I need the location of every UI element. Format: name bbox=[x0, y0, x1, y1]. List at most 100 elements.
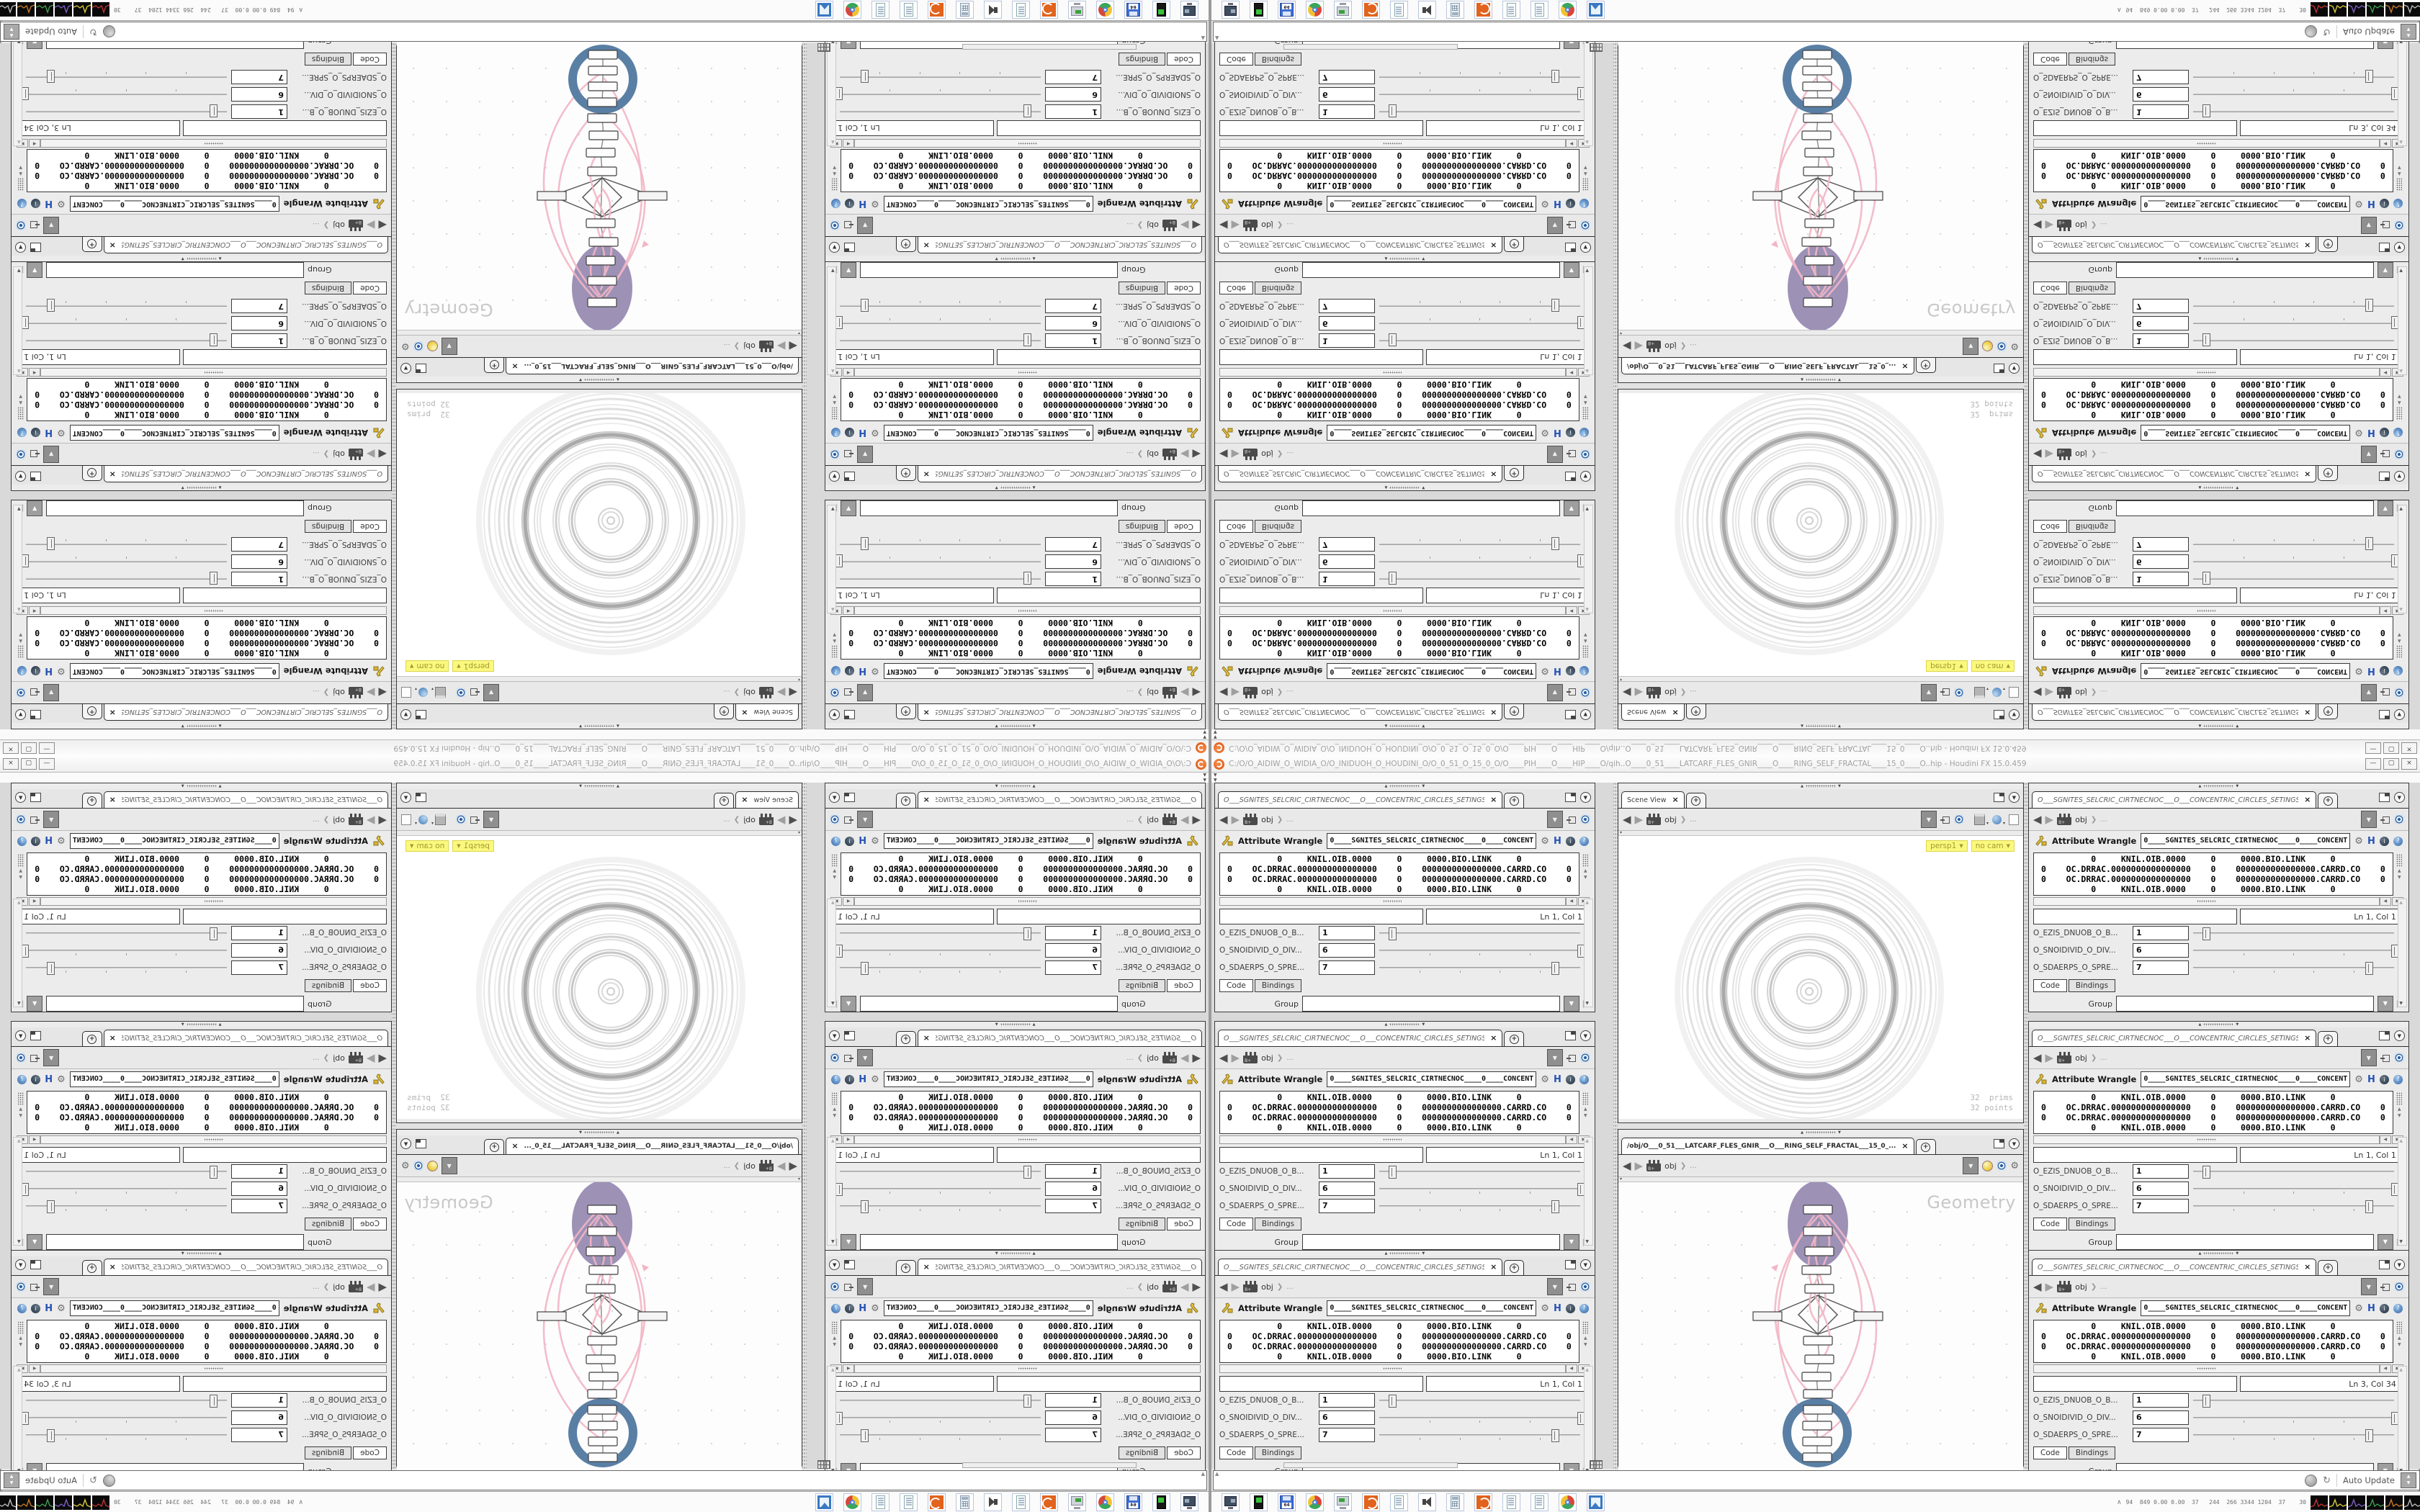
vertical-splitter[interactable] bbox=[392, 783, 396, 1469]
pane-menu-icon[interactable]: ▼ bbox=[2009, 1138, 2020, 1149]
calculator-taskbar-icon[interactable] bbox=[956, 1, 974, 19]
pane-menu-icon[interactable]: ▼ bbox=[2009, 792, 2020, 803]
pane-scrollbar[interactable] bbox=[2397, 266, 2407, 375]
auto-update-dropdown[interactable]: ▲ ▼ bbox=[2401, 1472, 2416, 1488]
param-value-field[interactable]: 6 bbox=[1045, 1410, 1101, 1425]
code-h-scrollbar[interactable]: ◀▶ bbox=[17, 897, 387, 906]
network-canvas[interactable]: Geometry bbox=[1618, 1182, 2023, 1472]
param-value-field[interactable]: 6 bbox=[2133, 554, 2189, 569]
tab-close-icon[interactable]: × bbox=[511, 1141, 519, 1151]
param-value-field[interactable]: 7 bbox=[1045, 1428, 1101, 1442]
tab-close-icon[interactable]: × bbox=[923, 708, 930, 717]
tab-code[interactable]: Code bbox=[2033, 1218, 2067, 1230]
new-tab-button[interactable]: + bbox=[1504, 1260, 1525, 1275]
maximize-pane-icon[interactable] bbox=[2378, 793, 2390, 802]
help-icon[interactable]: ? bbox=[831, 666, 841, 676]
scroll-left-icon[interactable]: ◀ bbox=[843, 897, 855, 906]
param-slider[interactable] bbox=[1379, 1411, 1585, 1425]
pane-scrollbar[interactable] bbox=[827, 266, 837, 375]
network-canvas[interactable]: Geometry bbox=[397, 1182, 802, 1472]
minimize-button[interactable]: — bbox=[2365, 742, 2381, 754]
tray-chevron-icon[interactable]: ∧ bbox=[298, 6, 304, 14]
tab-bindings[interactable]: Bindings bbox=[1254, 979, 1302, 992]
new-tab-button[interactable]: + bbox=[714, 793, 735, 808]
node-name-field[interactable]: 0____SGNITES_SELCRIC_CIRTNECNOC____0____… bbox=[69, 196, 279, 212]
display-options-icon[interactable] bbox=[418, 688, 429, 698]
pane-splitter-grip[interactable]: ▲ ▼ bbox=[2029, 485, 2408, 490]
code-scrollbar[interactable]: ▲ ▼ bbox=[16, 378, 25, 421]
houdini-taskbar-icon[interactable] bbox=[928, 1493, 946, 1511]
group-dropdown-button[interactable]: ▼ bbox=[27, 996, 43, 1012]
path-context[interactable]: obj bbox=[1147, 1282, 1159, 1292]
help-icon[interactable]: ? bbox=[2393, 666, 2403, 676]
pane-splitter-grip[interactable]: ▲ ▼ bbox=[825, 1022, 1205, 1027]
nav-forward-icon[interactable]: ▶ bbox=[1634, 812, 1644, 826]
nav-back-icon[interactable]: ◀ bbox=[1219, 448, 1228, 462]
info-icon[interactable]: i bbox=[31, 428, 41, 438]
code-h-scrollbar[interactable]: ◀▶ bbox=[17, 606, 387, 615]
pane-menu-icon[interactable]: ▼ bbox=[400, 792, 411, 803]
group-dropdown-button[interactable]: ▼ bbox=[27, 1234, 43, 1250]
param-slider[interactable] bbox=[840, 1428, 1041, 1442]
param-slider[interactable] bbox=[26, 70, 227, 84]
window-title-bar[interactable]: C:/O/O_AIDIW_O_WIDIA_O/O_INIDUOH_O_HOUDI… bbox=[0, 739, 1209, 756]
info-icon[interactable]: i bbox=[2379, 199, 2389, 209]
nav-forward-icon[interactable]: ▶ bbox=[366, 448, 375, 462]
param-value-field[interactable]: 7 bbox=[1319, 70, 1375, 84]
path-dropdown-button[interactable]: ▼ bbox=[2360, 811, 2377, 828]
scroll-left-icon[interactable]: ◀ bbox=[29, 897, 41, 906]
path-context[interactable]: obj bbox=[2075, 449, 2087, 459]
group-dropdown-button[interactable]: ▼ bbox=[1563, 996, 1579, 1012]
gear-icon[interactable]: ⚙ bbox=[871, 1302, 879, 1314]
path-dropdown-button[interactable]: ▼ bbox=[441, 338, 457, 355]
nav-forward-icon[interactable]: ▶ bbox=[1180, 1279, 1189, 1293]
group-input[interactable] bbox=[2116, 500, 2374, 516]
pane-splitter-grip[interactable]: ▲ ▼ bbox=[12, 723, 391, 729]
tab-close-icon[interactable]: × bbox=[1490, 469, 1497, 479]
nav-forward-icon[interactable]: ▶ bbox=[2045, 812, 2054, 826]
scene-viewport[interactable]: persp1 ▼ no cam ▼ 32 prims 32 points bbox=[1618, 836, 2023, 1119]
expand-strip-icon[interactable]: ▼ bbox=[1214, 773, 1217, 778]
tab-code[interactable]: Code bbox=[1167, 1446, 1201, 1459]
tab-close-icon[interactable]: × bbox=[2304, 1033, 2311, 1043]
tray-chevron-icon[interactable]: ∧ bbox=[2116, 6, 2122, 14]
node-name-field[interactable]: 0____SGNITES_SELCRIC_CIRTNECNOC____0____… bbox=[883, 1300, 1093, 1316]
screen-capture-taskbar-icon[interactable] bbox=[1068, 1, 1086, 19]
info-icon[interactable]: i bbox=[31, 836, 41, 846]
notepad-taskbar-icon[interactable] bbox=[1012, 1493, 1030, 1511]
pane-scrollbar[interactable] bbox=[2397, 899, 2407, 1007]
param-slider[interactable] bbox=[840, 572, 1041, 585]
houdini-help-icon[interactable]: H bbox=[859, 665, 867, 677]
path-context[interactable]: obj bbox=[333, 449, 345, 459]
node-name-field[interactable]: 0____SGNITES_SELCRIC_CIRTNECNOC____0____… bbox=[1327, 425, 1537, 441]
param-value-field[interactable]: 6 bbox=[2133, 1182, 2189, 1196]
param-value-field[interactable]: 7 bbox=[1045, 70, 1101, 84]
radial-menu-icon[interactable] bbox=[830, 1053, 841, 1063]
screen-capture-taskbar-icon[interactable] bbox=[1334, 1493, 1352, 1511]
globe-icon[interactable] bbox=[102, 25, 115, 38]
console-device-taskbar-icon[interactable] bbox=[1152, 1493, 1170, 1511]
code-h-scrollbar[interactable]: ◀▶ bbox=[1219, 897, 1590, 906]
vex-code-editor[interactable]: 0 KNIL.OIB.0000 0 0000.BIO.LINK 0 0 OC.D… bbox=[27, 1320, 387, 1363]
chrome-taskbar-icon[interactable] bbox=[1306, 1493, 1324, 1511]
chrome-taskbar-icon[interactable] bbox=[1559, 1, 1577, 19]
info-icon[interactable]: i bbox=[1565, 1303, 1575, 1313]
param-value-field[interactable]: 6 bbox=[231, 316, 287, 330]
nav-back-icon[interactable]: ◀ bbox=[378, 1050, 387, 1064]
maximize-pane-icon[interactable] bbox=[1994, 1139, 2004, 1148]
param-slider[interactable] bbox=[2193, 944, 2399, 958]
new-tab-button[interactable]: + bbox=[2318, 1031, 2339, 1046]
param-value-field[interactable]: 7 bbox=[1319, 1428, 1375, 1442]
vex-code-editor[interactable]: 0 KNIL.OIB.0000 0 0000.BIO.LINK 0 0 OC.D… bbox=[2033, 378, 2393, 421]
image-viewer-taskbar-icon[interactable] bbox=[815, 1493, 833, 1511]
pane-scrollbar[interactable] bbox=[827, 899, 837, 1007]
minimize-button[interactable]: — bbox=[39, 742, 55, 754]
tab-code[interactable]: Code bbox=[1167, 53, 1201, 66]
nav-forward-icon[interactable]: ▶ bbox=[2045, 686, 2054, 700]
tab-close-icon[interactable]: × bbox=[923, 1033, 930, 1043]
scroll-left-icon[interactable]: ◀ bbox=[2379, 897, 2391, 906]
help-icon[interactable]: ? bbox=[1579, 666, 1589, 676]
scroll-left-icon[interactable]: ◀ bbox=[843, 368, 855, 377]
nav-back-icon[interactable]: ◀ bbox=[2033, 812, 2042, 826]
pane-tab[interactable]: O___SGNITES_SELCRIC_CIRTNECNOC___O___CON… bbox=[2032, 466, 2317, 482]
